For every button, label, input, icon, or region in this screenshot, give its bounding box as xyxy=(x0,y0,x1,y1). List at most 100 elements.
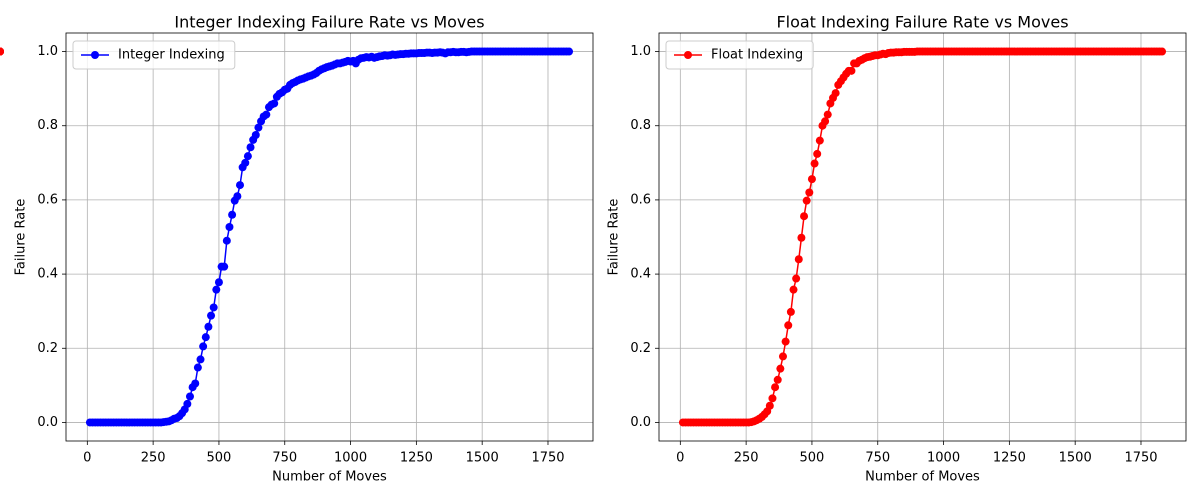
data-point xyxy=(765,401,774,410)
y-tick-label: 0.8 xyxy=(630,118,651,133)
data-point xyxy=(235,181,244,190)
x-tick-label: 250 xyxy=(141,451,166,466)
data-point xyxy=(214,278,223,287)
y-tick-label: 1.0 xyxy=(630,44,651,59)
data-point xyxy=(220,262,229,271)
chart-title: Float Indexing Failure Rate vs Moves xyxy=(776,13,1068,32)
x-axis-label: Number of Moves xyxy=(272,470,387,485)
data-point xyxy=(810,159,819,168)
data-point xyxy=(209,303,218,312)
data-point xyxy=(262,110,271,119)
y-tick-label: 0.8 xyxy=(37,118,58,133)
data-point xyxy=(786,307,795,316)
data-point xyxy=(773,375,782,384)
x-tick-label: 1500 xyxy=(466,451,499,466)
x-tick-label: 1750 xyxy=(531,451,564,466)
data-point xyxy=(792,274,801,283)
data-point xyxy=(831,89,840,98)
x-tick-label: 0 xyxy=(676,451,684,466)
data-point xyxy=(241,158,250,167)
y-tick-label: 0.2 xyxy=(37,341,58,356)
data-point xyxy=(797,233,806,242)
legend: Integer Indexing xyxy=(72,40,236,70)
x-tick-label: 1000 xyxy=(927,451,960,466)
data-point xyxy=(251,131,260,139)
data-point xyxy=(813,149,822,158)
data-point xyxy=(243,152,252,161)
data-point xyxy=(565,47,574,56)
data-point xyxy=(222,236,231,245)
data-point xyxy=(207,311,216,320)
y-tick-label: 0.6 xyxy=(630,192,651,207)
chart-title: Integer Indexing Failure Rate vs Moves xyxy=(174,13,484,32)
x-axis-label: Number of Moves xyxy=(865,470,980,485)
data-point xyxy=(193,363,202,372)
legend-box xyxy=(72,40,236,70)
x-tick-label: 1000 xyxy=(334,451,367,466)
y-axis-label: Failure Rate xyxy=(14,199,29,276)
axes-frame xyxy=(65,32,594,442)
x-tick-label: 1750 xyxy=(1124,451,1157,466)
subplot: 0 250 500 750 1000 1250 1500 1750 0.0 0.2 0.4 0.6 0.… xyxy=(0,13,1187,485)
data-point xyxy=(778,352,787,361)
data-point xyxy=(204,322,213,331)
y-axis-label: Failure Rate xyxy=(607,199,622,276)
legend-label: Integer Indexing xyxy=(118,48,225,63)
data-point xyxy=(191,379,200,388)
data-point xyxy=(0,47,4,56)
y-tick-label: 0.2 xyxy=(630,341,651,356)
x-tick-label: 1250 xyxy=(400,451,433,466)
y-tick-label: 0.0 xyxy=(630,415,651,430)
legend-label: Float Indexing xyxy=(711,48,803,63)
data-point xyxy=(821,117,830,126)
x-tick-label: 0 xyxy=(83,451,91,466)
series-line xyxy=(89,50,570,424)
data-point xyxy=(805,188,814,197)
data-point xyxy=(771,383,780,392)
x-tick-label: 250 xyxy=(734,451,759,466)
y-tick-label: 1.0 xyxy=(37,44,58,59)
legend-marker xyxy=(91,51,99,59)
data-point xyxy=(225,222,234,231)
y-tick-label: 0.4 xyxy=(630,267,651,282)
data-point xyxy=(807,175,816,184)
data-point xyxy=(823,110,832,119)
series-line xyxy=(682,50,1163,424)
data-point xyxy=(212,285,221,294)
data-point xyxy=(768,394,777,403)
data-point xyxy=(185,392,194,401)
axes-frame xyxy=(658,32,1187,442)
x-tick-label: 500 xyxy=(800,451,825,466)
legend-marker xyxy=(684,51,692,59)
x-tick-label: 500 xyxy=(207,451,232,466)
legend-box xyxy=(665,40,814,70)
data-point xyxy=(201,333,210,342)
data-point xyxy=(776,364,785,373)
data-point xyxy=(1158,47,1167,56)
x-tick-label: 1500 xyxy=(1059,451,1092,466)
data-point xyxy=(233,192,242,201)
x-tick-label: 1250 xyxy=(993,451,1026,466)
x-tick-label: 750 xyxy=(865,451,890,466)
data-point xyxy=(183,399,192,408)
y-tick-label: 0.4 xyxy=(37,267,58,282)
data-point xyxy=(246,143,255,152)
x-tick-label: 750 xyxy=(272,451,297,466)
data-point xyxy=(270,99,279,108)
data-point xyxy=(228,210,237,219)
data-point xyxy=(847,66,856,75)
data-point xyxy=(199,342,208,351)
data-point xyxy=(784,321,793,330)
data-point xyxy=(196,355,205,364)
data-point xyxy=(800,212,809,221)
y-tick-label: 0.0 xyxy=(37,415,58,430)
data-point xyxy=(781,337,790,346)
subplot: 0 250 500 750 1000 1250 1500 1750 0.0 0.2 0.4 0.6 0.… xyxy=(14,13,594,485)
data-point xyxy=(802,196,811,205)
y-tick-label: 0.6 xyxy=(37,192,58,207)
data-point xyxy=(789,285,798,294)
data-point xyxy=(815,136,824,145)
legend: Float Indexing xyxy=(665,40,814,70)
data-point xyxy=(794,255,803,264)
